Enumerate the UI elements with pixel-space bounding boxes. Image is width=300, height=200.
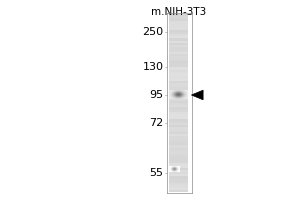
Bar — [169, 134, 188, 136]
Bar — [169, 114, 188, 116]
Bar — [169, 38, 188, 41]
Bar — [169, 61, 188, 63]
Bar — [169, 65, 188, 67]
Bar — [169, 105, 188, 107]
Bar — [169, 87, 188, 90]
Bar — [169, 165, 188, 168]
Bar — [169, 152, 188, 154]
Bar — [169, 81, 188, 83]
Bar — [169, 174, 188, 176]
Bar — [169, 132, 188, 134]
Bar — [169, 56, 188, 58]
Bar — [169, 183, 188, 185]
Bar — [169, 32, 188, 34]
Bar — [169, 141, 188, 143]
Bar — [169, 172, 188, 174]
Bar — [169, 54, 188, 56]
Bar — [169, 45, 188, 47]
Bar — [169, 154, 188, 156]
Bar — [169, 25, 188, 27]
Text: m.NIH-3T3: m.NIH-3T3 — [151, 7, 206, 17]
Bar — [169, 188, 188, 190]
Bar — [169, 18, 188, 21]
Text: 130: 130 — [142, 62, 164, 72]
Bar — [169, 156, 188, 159]
Bar — [169, 119, 188, 121]
Bar — [169, 76, 188, 79]
Bar — [169, 103, 188, 105]
Bar — [169, 170, 188, 172]
Bar — [169, 123, 188, 125]
Bar — [169, 148, 188, 150]
Bar — [169, 58, 188, 61]
Bar — [169, 179, 188, 181]
Bar — [169, 70, 188, 72]
Bar — [169, 34, 188, 36]
Bar — [169, 74, 188, 76]
Text: 55: 55 — [149, 168, 164, 178]
Bar — [169, 125, 188, 127]
Bar — [169, 36, 188, 38]
Bar — [169, 47, 188, 50]
Bar — [169, 14, 188, 192]
Bar — [169, 130, 188, 132]
Bar — [169, 63, 188, 65]
Bar — [169, 150, 188, 152]
Bar — [169, 159, 188, 161]
Polygon shape — [191, 90, 203, 100]
Bar — [169, 139, 188, 141]
Bar — [169, 190, 188, 192]
Bar — [169, 161, 188, 163]
Bar — [169, 90, 188, 92]
Bar — [169, 145, 188, 148]
Bar — [169, 143, 188, 145]
Bar — [169, 41, 188, 43]
Bar — [169, 43, 188, 45]
Bar — [169, 101, 188, 103]
Bar — [169, 181, 188, 183]
Bar — [169, 99, 188, 101]
Bar — [169, 168, 188, 170]
Bar — [169, 67, 188, 70]
Bar — [169, 163, 188, 165]
Bar — [169, 121, 188, 123]
Bar — [169, 127, 188, 130]
Bar — [169, 94, 188, 96]
Bar — [169, 85, 188, 87]
Bar — [169, 112, 188, 114]
Bar — [169, 185, 188, 188]
Bar — [169, 14, 188, 16]
Bar — [169, 79, 188, 81]
Bar — [169, 27, 188, 30]
Bar — [169, 176, 188, 179]
Bar — [169, 83, 188, 85]
Bar — [169, 30, 188, 32]
Bar — [169, 96, 188, 99]
Bar — [169, 50, 188, 52]
Text: 95: 95 — [149, 90, 164, 100]
Bar — [169, 72, 188, 74]
Bar — [169, 92, 188, 94]
Bar — [169, 16, 188, 18]
Bar — [169, 136, 188, 139]
Bar — [169, 23, 188, 25]
Text: 250: 250 — [142, 27, 164, 37]
Bar — [169, 52, 188, 54]
Bar — [169, 116, 188, 119]
Text: 72: 72 — [149, 118, 164, 128]
Bar — [169, 21, 188, 23]
Bar — [169, 110, 188, 112]
Bar — [169, 107, 188, 110]
